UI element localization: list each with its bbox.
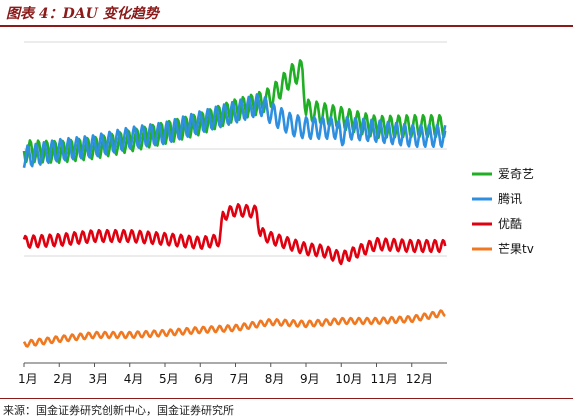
chart-series xyxy=(22,59,447,348)
figure-title: 图表 4：DAU 变化趋势 xyxy=(6,6,159,22)
series-line-4 xyxy=(22,309,446,348)
x-tick-label: 4月 xyxy=(124,372,144,386)
legend-label: 爱奇艺 xyxy=(498,167,534,181)
series-line-3 xyxy=(22,203,447,266)
x-tick-label: 1月 xyxy=(18,372,38,386)
x-axis: 1月 2月 3月 4月 5月 6月 7月 8月 9月 10月 11月 12月 xyxy=(18,362,447,386)
x-tick-label: 3月 xyxy=(89,372,109,386)
x-tick-label: 8月 xyxy=(265,372,285,386)
x-tick-label: 12月 xyxy=(406,372,433,386)
x-tick-label: 9月 xyxy=(300,372,320,386)
legend-label: 芒果tv xyxy=(498,241,534,256)
legend-label: 腾讯 xyxy=(498,191,522,206)
series-line-2 xyxy=(22,93,447,168)
legend-label: 优酷 xyxy=(498,217,522,231)
source-note: 来源：国金证券研究创新中心，国金证券研究所 xyxy=(3,404,234,417)
source-rule xyxy=(0,398,573,399)
x-tick-label: 5月 xyxy=(159,372,179,386)
x-tick-label: 2月 xyxy=(53,372,73,386)
x-tick-label: 10月 xyxy=(335,372,362,386)
x-tick-label: 6月 xyxy=(194,372,214,386)
x-tick-label: 7月 xyxy=(230,372,250,386)
x-tick-label: 11月 xyxy=(371,372,398,386)
title-rule xyxy=(0,25,573,27)
